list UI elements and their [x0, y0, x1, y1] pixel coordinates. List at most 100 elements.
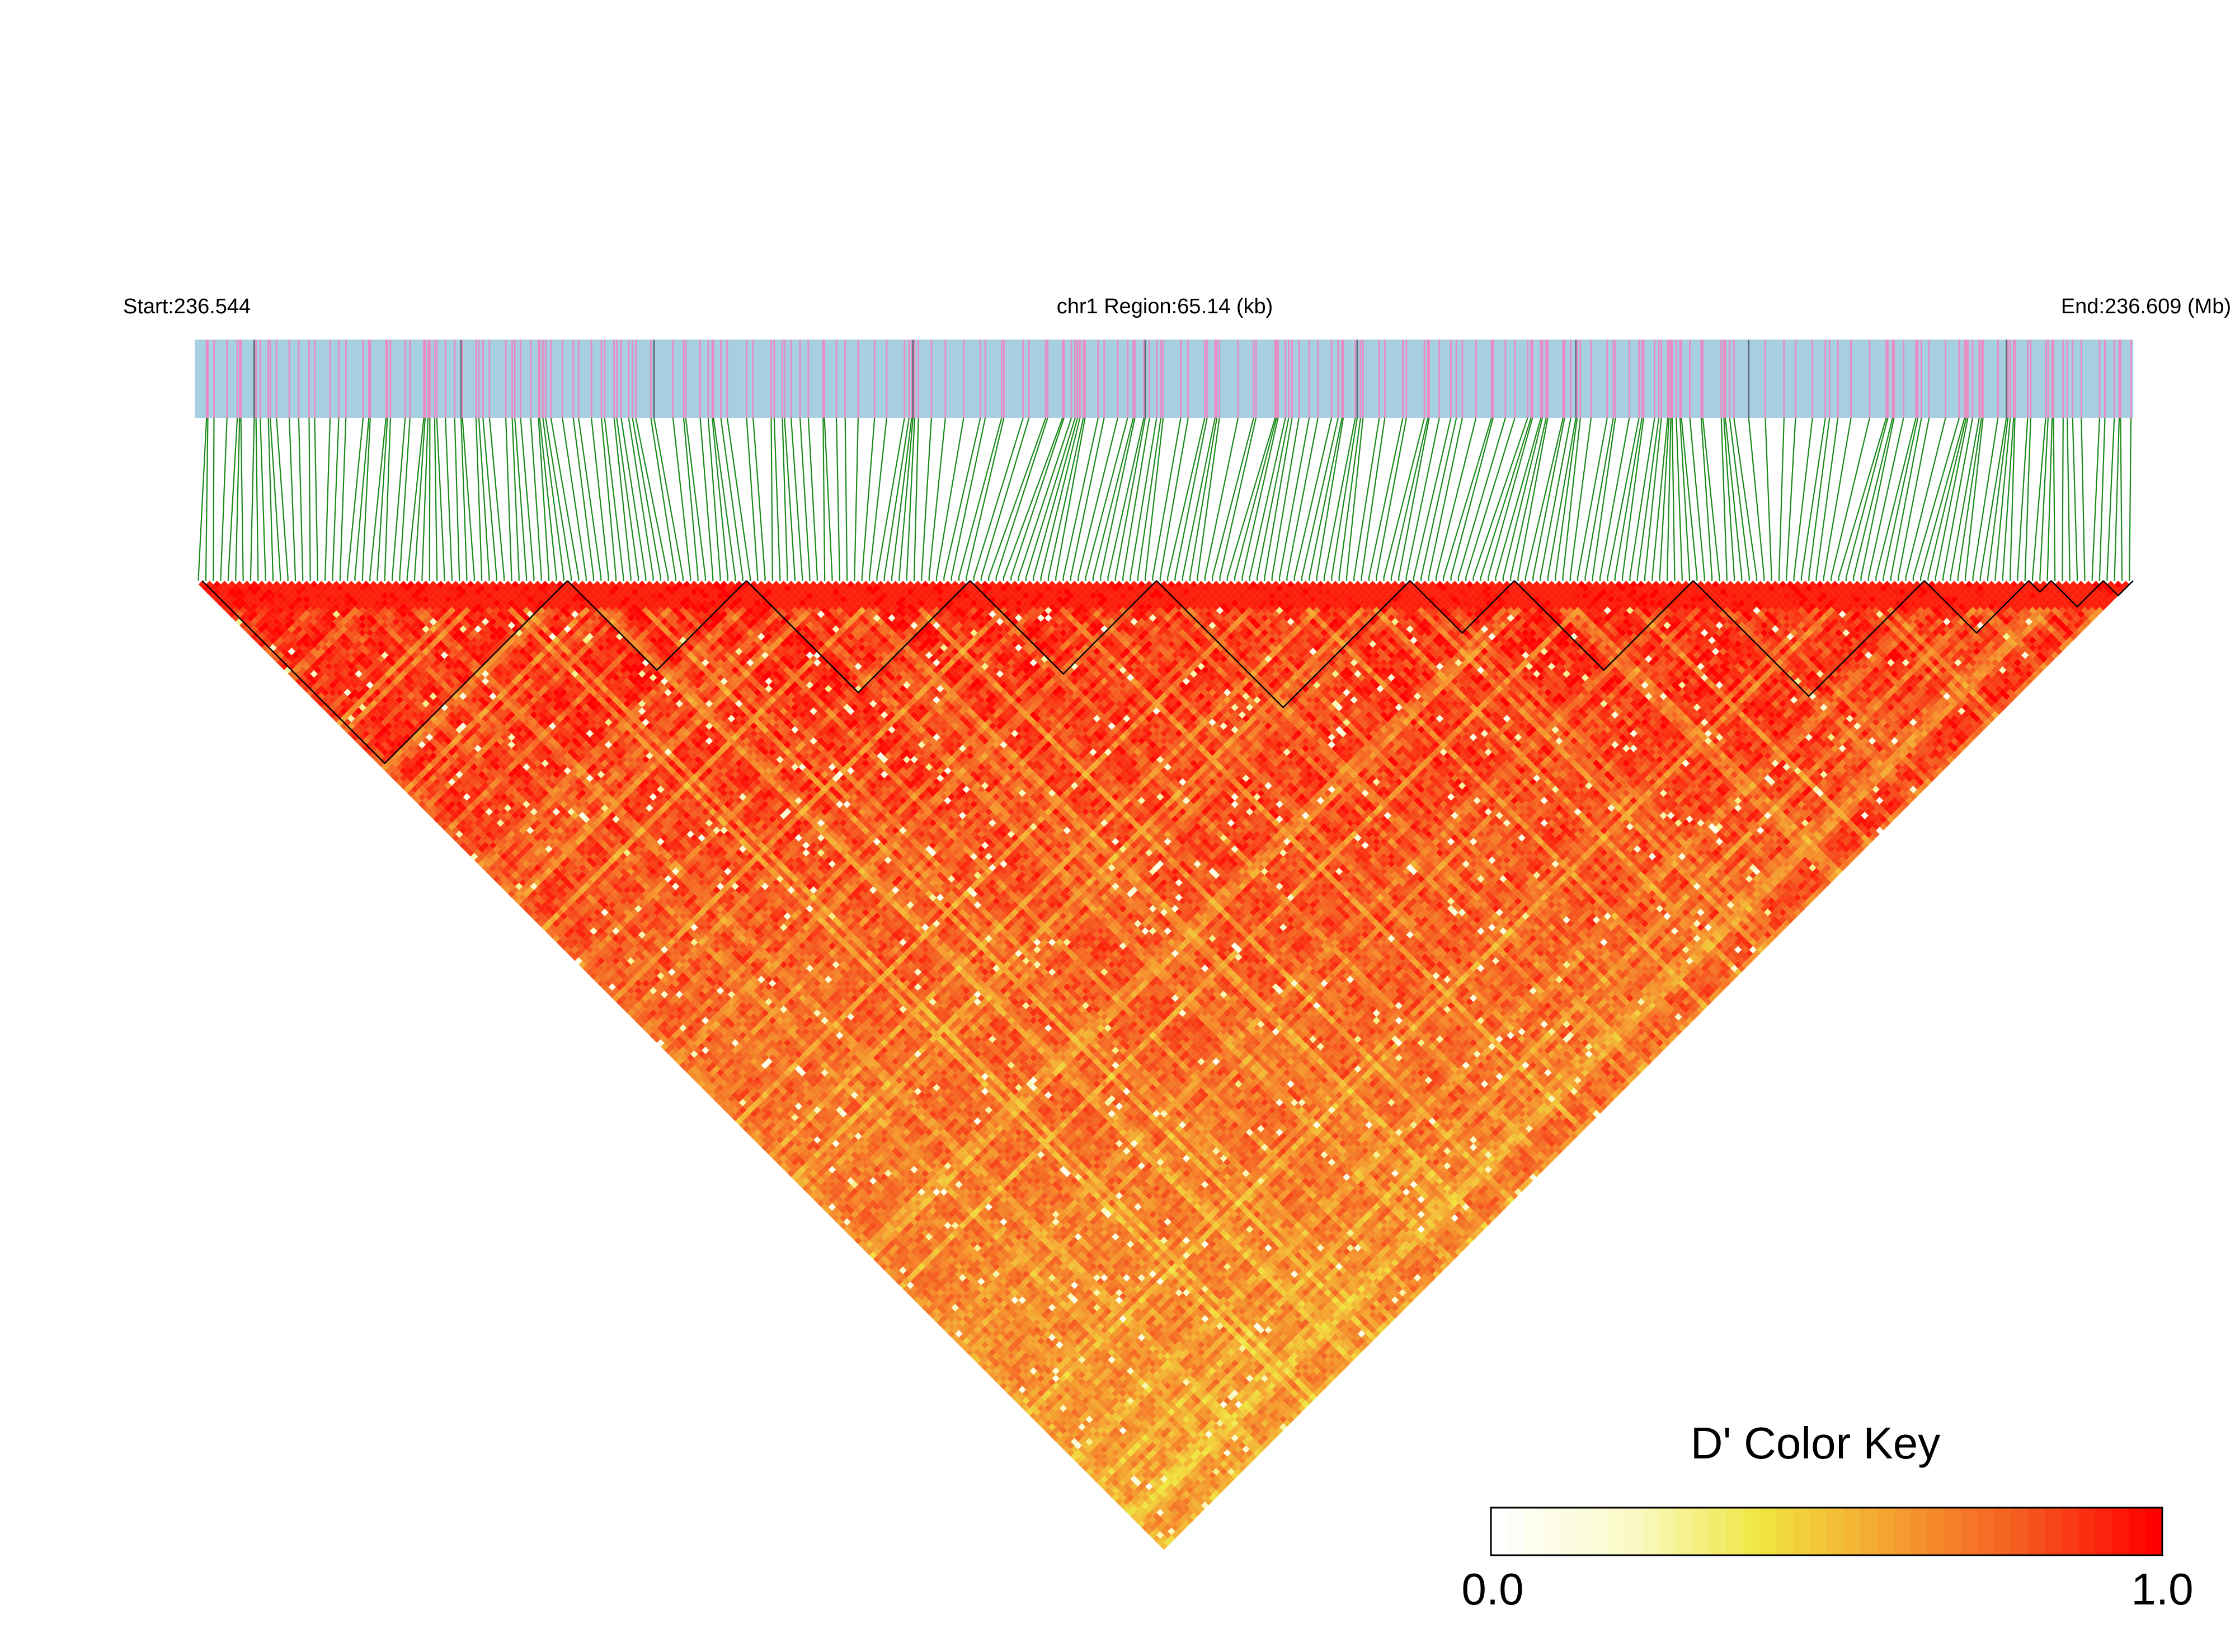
gene-track-mark — [542, 340, 544, 418]
snp-connector-line — [884, 418, 909, 581]
snp-connector-line — [1801, 418, 1825, 581]
gene-track-mark — [2081, 340, 2082, 418]
gene-track-mark — [2048, 340, 2049, 418]
snp-connector-line — [2062, 418, 2063, 581]
gene-track-mark — [436, 340, 437, 418]
gene-track-mark — [1354, 340, 1356, 418]
gene-track-mark — [1837, 340, 1839, 418]
snp-connector-line — [1466, 418, 1515, 581]
gene-track-mark — [1668, 340, 1670, 418]
gene-track-mark — [613, 340, 615, 418]
snp-connector-line — [1898, 418, 1929, 581]
gene-track-mark — [1641, 340, 1643, 418]
gene-track-mark — [1654, 340, 1655, 418]
gene-track-mark — [478, 340, 480, 418]
gene-track-mark — [931, 340, 933, 418]
gene-track-mark — [632, 340, 633, 418]
gene-track-mark — [791, 340, 792, 418]
gene-track-mark — [2007, 340, 2009, 418]
snp-connector-line — [251, 418, 254, 581]
gene-track-mark — [650, 340, 652, 418]
snp-connector-line — [621, 418, 646, 581]
snp-connector-line — [1131, 418, 1157, 581]
snp-connector-line — [1913, 418, 1959, 581]
gene-track-mark — [1733, 340, 1735, 418]
gene-track-mark — [770, 340, 772, 418]
gene-track-mark — [1215, 340, 1216, 418]
gene-track-mark — [1723, 340, 1725, 418]
gene-track-mark — [1928, 340, 1930, 418]
gene-track-mark — [1163, 340, 1164, 418]
snp-connector-line — [892, 418, 912, 581]
gene-track-mark — [2119, 340, 2120, 418]
gene-track-mark — [1062, 340, 1064, 418]
gene-track-mark — [1143, 340, 1145, 418]
gene-track-mark — [985, 340, 986, 418]
gene-track-mark — [1629, 340, 1630, 418]
snp-connector-line — [490, 418, 504, 581]
gene-track-mark — [2052, 340, 2053, 418]
snp-connector-line — [314, 418, 318, 581]
gene-track-mark — [409, 340, 411, 418]
gene-track-mark — [1577, 340, 1578, 418]
gene-track-mark — [1022, 340, 1024, 418]
snp-connector-line — [1765, 418, 1771, 581]
gene-track-mark — [308, 340, 310, 418]
gene-track-mark — [314, 340, 316, 418]
gene-track-mark — [799, 340, 801, 418]
gene-track-mark — [824, 340, 825, 418]
gene-track-mark — [1965, 340, 1967, 418]
gene-track-mark — [1063, 340, 1065, 418]
snp-connector-line — [512, 418, 519, 581]
gene-track-mark — [489, 340, 491, 418]
gene-track-mark — [1765, 340, 1766, 418]
gene-track-mark — [1967, 340, 1969, 418]
snp-connector-line — [1086, 418, 1128, 581]
gene-track-mark — [746, 340, 747, 418]
gene-track-mark — [2099, 340, 2101, 418]
gene-track-mark — [2053, 340, 2054, 418]
gene-track-mark — [1892, 340, 1894, 418]
snp-connector-line — [199, 418, 207, 581]
gene-track-mark — [1893, 340, 1895, 418]
gene-track-mark — [2010, 340, 2011, 418]
snp-connector-line — [543, 418, 563, 581]
gene-track-mark — [1338, 340, 1339, 418]
gene-track-mark — [1638, 340, 1640, 418]
gene-track-mark — [1450, 340, 1452, 418]
gene-track-mark — [520, 340, 521, 418]
snp-connector-line — [877, 418, 904, 581]
gene-track-mark — [591, 340, 592, 418]
gene-track-mark — [1981, 340, 1983, 418]
snp-connector-line — [1496, 418, 1541, 581]
gene-track-mark — [1824, 340, 1826, 418]
gene-track-mark — [685, 340, 686, 418]
gene-track-mark — [1187, 340, 1189, 418]
gene-track-mark — [1676, 340, 1677, 418]
gene-track-mark — [1204, 340, 1206, 418]
snp-connector-line — [2081, 418, 2085, 581]
gene-track-mark — [1811, 340, 1813, 418]
gene-track-mark — [298, 340, 300, 418]
gene-track-mark — [1378, 340, 1380, 418]
snp-connector-line — [591, 418, 609, 581]
gene-track-mark — [1357, 340, 1358, 418]
gene-track-mark — [635, 340, 637, 418]
gene-track-mark — [2045, 340, 2046, 418]
snp-connector-line — [1672, 418, 1675, 581]
snp-connector-line — [869, 418, 887, 581]
gene-track-mark — [1700, 340, 1702, 418]
gene-track-mark — [1681, 340, 1682, 418]
snp-connector-line — [1145, 418, 1163, 581]
gene-track-mark — [1117, 340, 1119, 418]
gene-track-mark — [511, 340, 513, 418]
snp-connector-line — [340, 418, 346, 581]
gene-track-mark — [683, 340, 685, 418]
gene-track-mark — [1274, 340, 1276, 418]
gene-track-mark — [836, 340, 837, 418]
gene-track-mark — [1406, 340, 1408, 418]
gene-track-mark — [1360, 340, 1362, 418]
gene-track-mark — [844, 340, 846, 418]
gene-track-mark — [1298, 340, 1300, 418]
gene-track-mark — [1540, 340, 1542, 418]
